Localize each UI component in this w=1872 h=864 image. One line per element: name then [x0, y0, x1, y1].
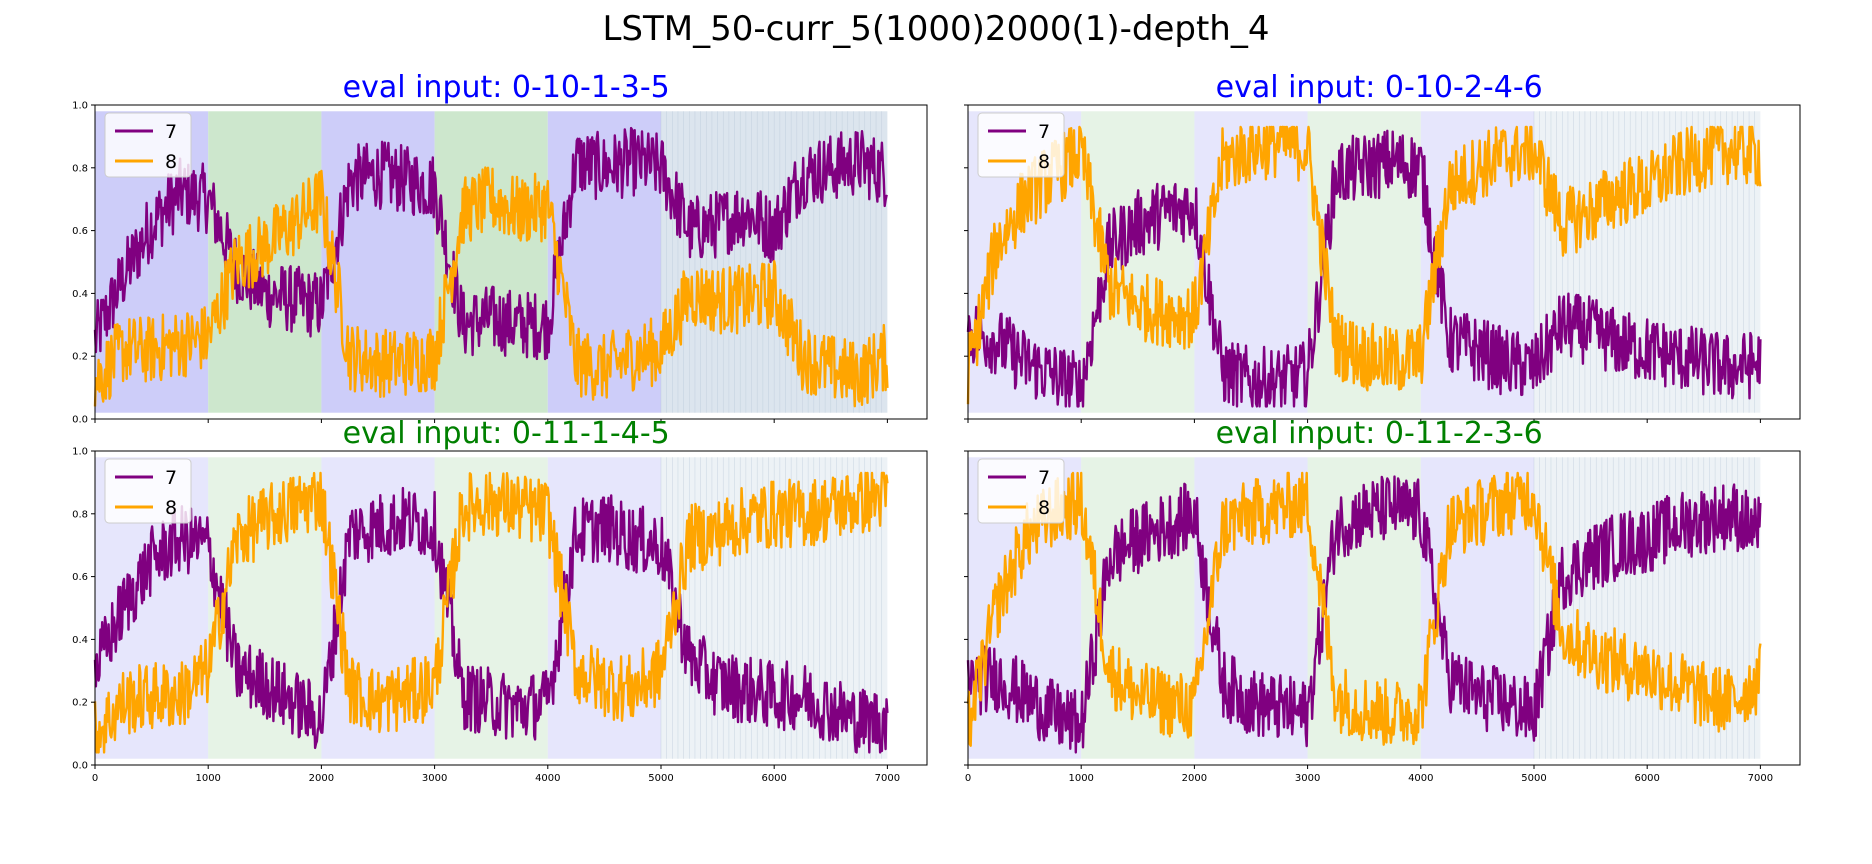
axes-frame [967, 104, 1801, 420]
x-tick-label: 6000 [1634, 773, 1659, 784]
legend-box [104, 458, 192, 524]
x-tick-label: 4000 [1408, 773, 1433, 784]
x-tick-label: 1000 [195, 773, 220, 784]
y-tick-label: 1.0 [72, 447, 88, 458]
axes-frame [94, 104, 928, 420]
legend-label-7: 7 [165, 467, 177, 489]
y-tick-label: 0.8 [72, 509, 88, 520]
y-tick-label: 0.4 [72, 635, 88, 646]
series-line-7 [966, 129, 1762, 408]
series-line-8 [966, 471, 1762, 747]
legend: 78 [977, 112, 1065, 178]
x-tick-label: 7000 [875, 773, 900, 784]
legend-box [104, 112, 192, 178]
legend-box [977, 458, 1065, 524]
x-tick-label: 2000 [1182, 773, 1207, 784]
subplot-3: 0.0 0.2 0.4 0.6 0.8 1.0 0 1000 2000 3000 4000 5000 6… [72, 416, 928, 784]
y-tick-label: 0.2 [72, 698, 88, 709]
series-line-7 [93, 486, 889, 754]
legend: 78 [104, 458, 192, 524]
figure-suptitle: LSTM_50-curr_5(1000)2000(1)-depth_4 [602, 9, 1269, 49]
x-tick-label: 5000 [1521, 773, 1546, 784]
series-line-8 [966, 125, 1762, 405]
y-tick-label: 1.0 [72, 101, 88, 112]
x-tick-label: 0 [965, 773, 971, 784]
subplot-1: 0.0 0.2 0.4 0.6 0.8 1.0 eval input: 0-10-1-3-5… [72, 70, 928, 426]
x-tick-label: 2000 [309, 773, 334, 784]
subplot-title: eval input: 0-11-1-4-5 [343, 416, 670, 451]
legend-label-8: 8 [165, 497, 177, 519]
legend-label-8: 8 [165, 151, 177, 173]
subplot-2: eval input: 0-10-2-4-678 [964, 70, 1801, 423]
series-line-7 [93, 126, 888, 361]
legend: 78 [977, 458, 1065, 524]
x-tick-label: 6000 [761, 773, 786, 784]
y-tick-label: 0.8 [72, 163, 88, 174]
x-tick-label: 1000 [1068, 773, 1093, 784]
x-tick-label: 3000 [1295, 773, 1320, 784]
subplot-title: eval input: 0-11-2-3-6 [1216, 416, 1543, 451]
legend: 78 [104, 112, 192, 178]
legend-label-7: 7 [165, 121, 177, 143]
x-tick-label: 5000 [648, 773, 673, 784]
legend-box [977, 112, 1065, 178]
axes-frame [967, 450, 1801, 766]
axes-frame [94, 450, 928, 766]
legend-label-7: 7 [1038, 467, 1050, 489]
x-tick-label: 7000 [1748, 773, 1773, 784]
y-tick-label: 0.6 [72, 226, 88, 237]
x-tick-label: 0 [92, 773, 98, 784]
legend-label-8: 8 [1038, 151, 1050, 173]
phase-band-green [434, 111, 548, 413]
subplot-title: eval input: 0-10-2-4-6 [1216, 70, 1543, 105]
x-tick-label: 3000 [422, 773, 447, 784]
legend-label-8: 8 [1038, 497, 1050, 519]
subplot-4: 0 1000 2000 3000 4000 5000 6000 7000 eval input:… [964, 416, 1801, 784]
subplot-grid: 0.0 0.2 0.4 0.6 0.8 1.0 eval input: 0-10-1-3-5… [72, 70, 1801, 784]
y-tick-label: 0.0 [72, 415, 88, 426]
x-tick-label: 4000 [535, 773, 560, 784]
y-tick-label: 0.2 [72, 352, 88, 363]
series-line-8 [93, 166, 889, 408]
y-tick-label: 0.6 [72, 572, 88, 583]
series-line-8 [93, 471, 889, 754]
y-tick-label: 0.0 [72, 761, 88, 772]
y-tick-label: 0.4 [72, 289, 88, 300]
phase-band-green [1081, 111, 1195, 413]
legend-label-7: 7 [1038, 121, 1050, 143]
subplot-title: eval input: 0-10-1-3-5 [343, 70, 670, 105]
